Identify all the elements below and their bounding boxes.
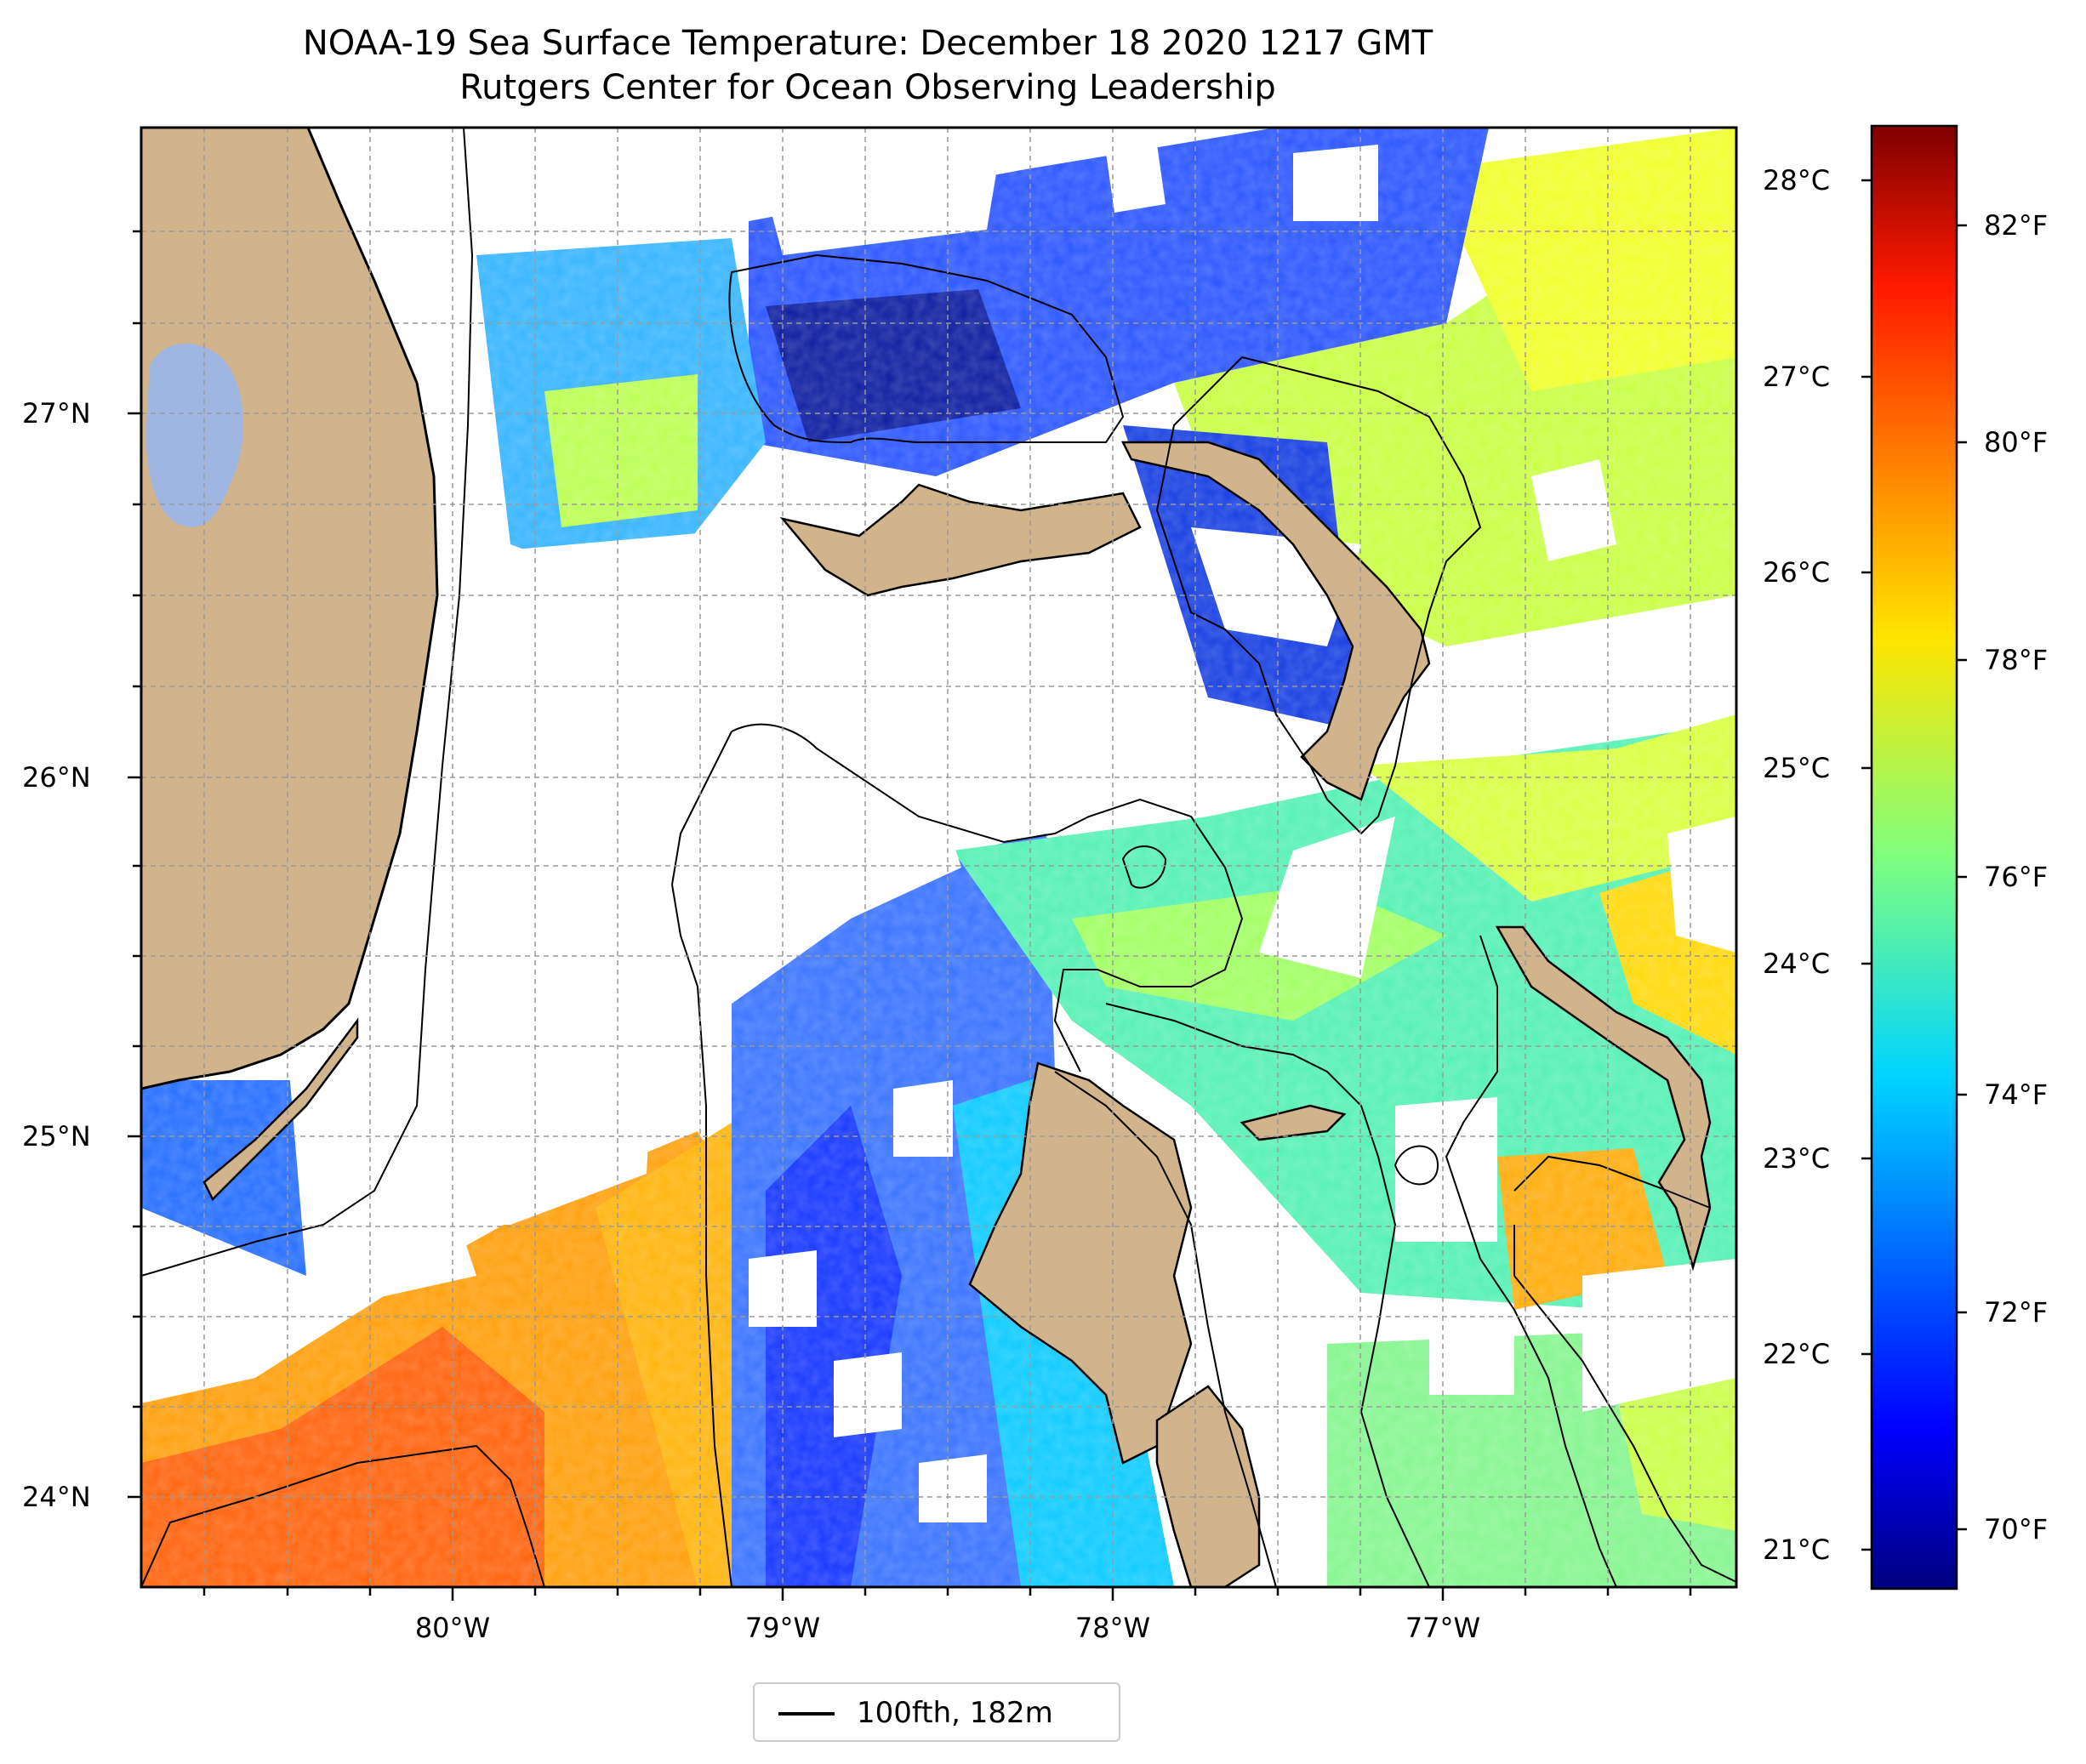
colorbar xyxy=(1870,124,1958,1590)
celsius-tick-label: 22°C xyxy=(1763,1338,1831,1370)
lat-tick-label: 26°N xyxy=(22,761,91,794)
axis-ticks xyxy=(128,230,1692,1601)
bahamas-islands xyxy=(779,441,1712,1587)
legend-label: 100fth, 182m xyxy=(857,1696,1053,1730)
lon-tick-label: 79°W xyxy=(744,1612,821,1644)
fahrenheit-tick-label: 70°F xyxy=(1984,1513,2049,1545)
celsius-tick-label: 25°C xyxy=(1763,752,1831,784)
graticule xyxy=(141,128,1736,1587)
florida-keys xyxy=(202,1017,359,1202)
isobath-contours xyxy=(141,128,1736,1587)
fahrenheit-tick-label: 76°F xyxy=(1984,861,2049,893)
colorbar-ticks xyxy=(1861,179,1967,1551)
map-subtitle: Rutgers Center for Ocean Observing Leade… xyxy=(459,68,1276,107)
fahrenheit-tick-label: 78°F xyxy=(1984,644,2049,676)
lon-tick-label: 78°W xyxy=(1074,1612,1151,1644)
lon-tick-label: 80°W xyxy=(414,1612,491,1644)
fahrenheit-tick-label: 80°F xyxy=(1984,426,2049,458)
celsius-tick-label: 28°C xyxy=(1763,164,1831,196)
map-title: NOAA-19 Sea Surface Temperature: Decembe… xyxy=(302,24,1433,63)
lat-tick-label: 24°N xyxy=(22,1481,91,1513)
fahrenheit-tick-label: 74°F xyxy=(1984,1078,2049,1111)
lon-tick-label: 77°W xyxy=(1405,1612,1481,1644)
celsius-tick-label: 26°C xyxy=(1763,556,1831,589)
legend: 100fth, 182m xyxy=(753,1682,1120,1742)
lake-okeechobee xyxy=(145,343,244,527)
legend-line-swatch xyxy=(778,1712,835,1716)
lat-tick-label: 27°N xyxy=(22,397,91,430)
map-panel xyxy=(141,128,1736,1587)
map-frame xyxy=(140,126,1738,1589)
fahrenheit-tick-label: 72°F xyxy=(1984,1296,2049,1329)
celsius-tick-label: 21°C xyxy=(1763,1534,1831,1566)
fahrenheit-tick-label: 82°F xyxy=(1984,209,2049,242)
celsius-tick-label: 23°C xyxy=(1763,1142,1831,1175)
celsius-tick-label: 27°C xyxy=(1763,361,1831,393)
celsius-tick-label: 24°C xyxy=(1763,947,1831,980)
lat-tick-label: 25°N xyxy=(22,1120,91,1152)
